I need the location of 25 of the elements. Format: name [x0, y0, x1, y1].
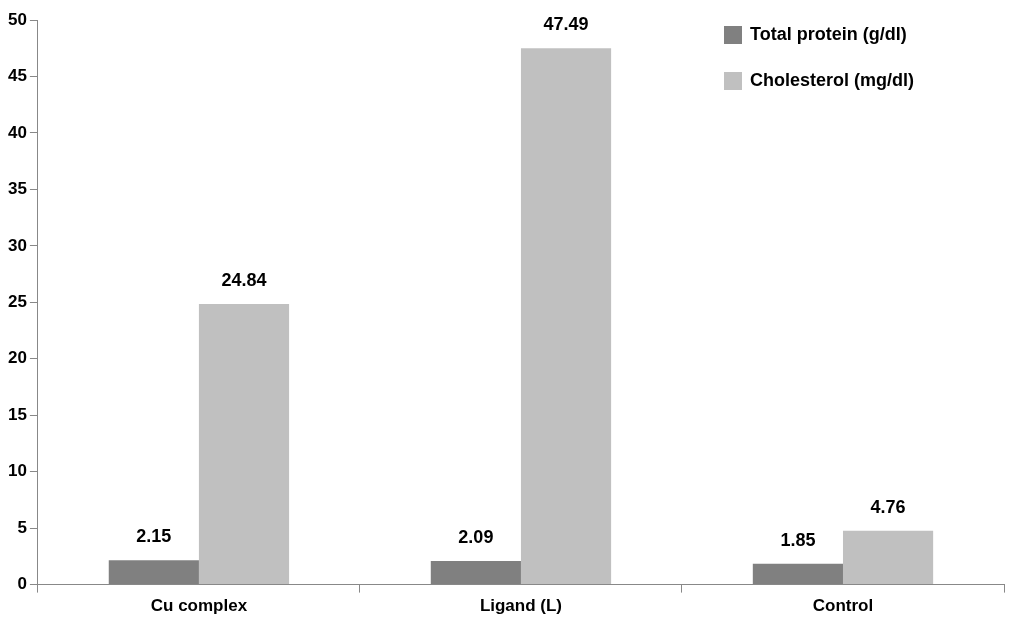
data-label: 2.09	[458, 526, 494, 547]
y-tick-label: 25	[7, 291, 27, 311]
data-label: 2.15	[136, 526, 172, 547]
data-label: 4.76	[870, 496, 906, 517]
x-tick-label: Cu complex	[150, 596, 248, 616]
y-tick-label: 20	[7, 348, 27, 368]
y-tick-label: 40	[7, 122, 27, 142]
legend-label: Total protein (g/dl)	[750, 23, 907, 44]
y-tick-label: 50	[7, 9, 27, 29]
data-label: 1.85	[780, 529, 816, 550]
data-label: 24.84	[221, 270, 267, 291]
x-tick-label: Ligand (L)	[479, 596, 563, 616]
bar	[842, 530, 934, 585]
y-tick-label: 30	[7, 235, 27, 255]
y-tick-label: 35	[7, 179, 27, 199]
y-tick-label: 15	[7, 404, 27, 424]
y-tick-label: 10	[7, 461, 27, 481]
bar	[198, 304, 290, 585]
bar	[520, 48, 612, 585]
y-tick-label: 45	[7, 66, 27, 86]
x-tick-label: Control	[812, 596, 874, 616]
data-label: 47.49	[543, 14, 589, 35]
y-tick-label: 0	[17, 574, 27, 594]
legend-label: Cholesterol (mg/dl)	[750, 69, 915, 90]
y-tick-label: 5	[17, 517, 27, 537]
